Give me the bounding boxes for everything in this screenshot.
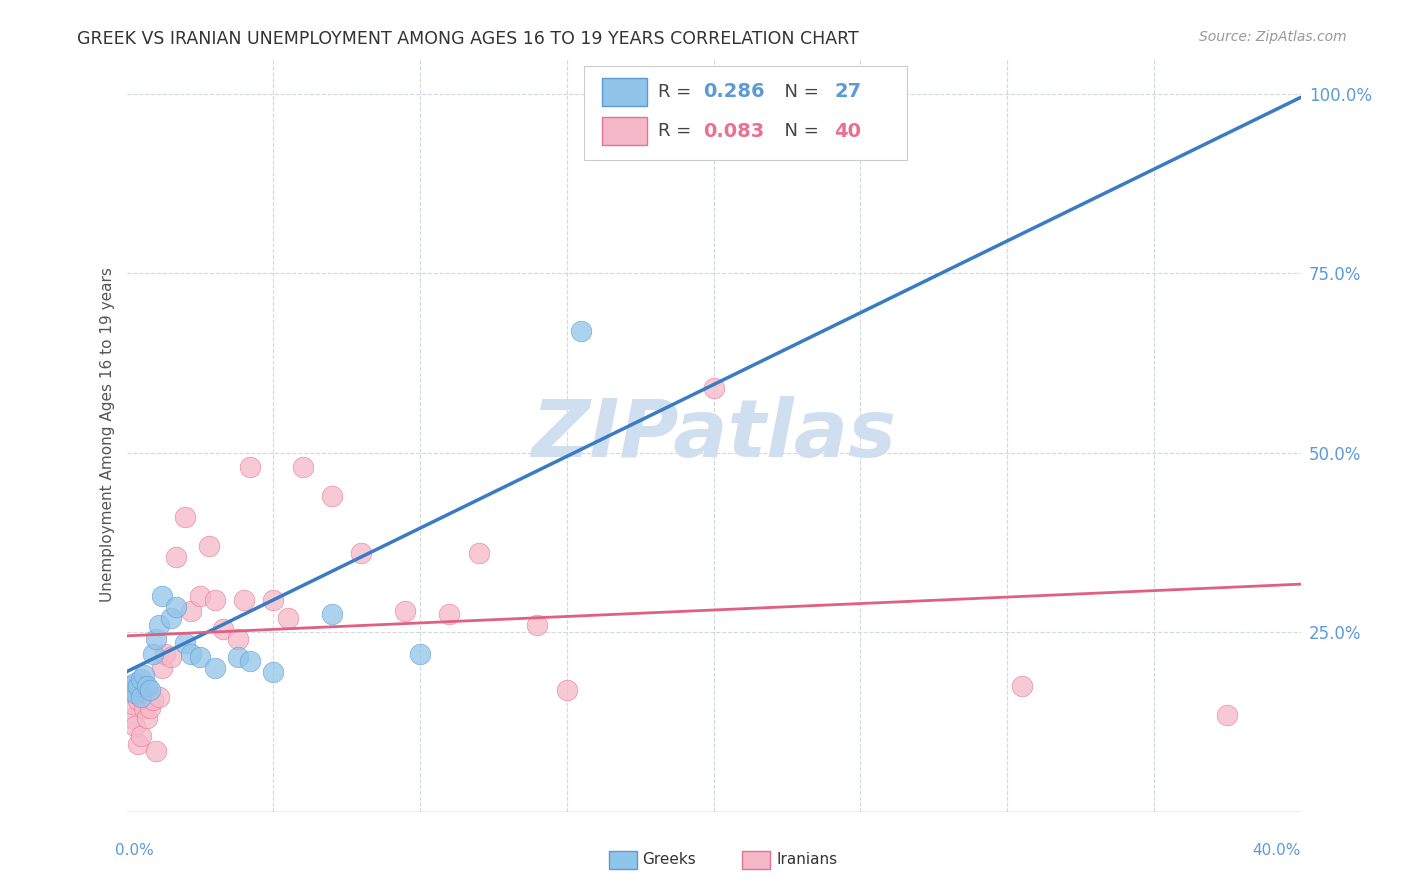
Point [394, 604, 416, 618]
Text: 0.286: 0.286 [703, 82, 765, 102]
Point [150, 661, 173, 675]
Point [150, 590, 173, 604]
FancyBboxPatch shape [602, 117, 647, 145]
Point [142, 647, 165, 661]
Point [174, 636, 197, 650]
Point [233, 593, 256, 607]
Point [321, 607, 343, 622]
Point [145, 632, 167, 647]
Point [127, 737, 149, 751]
Text: 27: 27 [835, 82, 862, 102]
Point [321, 489, 343, 503]
Point [159, 611, 181, 625]
Point [148, 618, 170, 632]
Point [165, 600, 187, 615]
Point [134, 668, 156, 682]
Point [555, 682, 578, 697]
Point [118, 686, 141, 700]
Point [239, 654, 262, 668]
Point [118, 679, 141, 693]
Point [226, 632, 249, 647]
Point [702, 94, 725, 108]
Point [139, 700, 162, 714]
Text: N =: N = [773, 83, 825, 101]
Point [226, 650, 249, 665]
Point [124, 675, 146, 690]
Y-axis label: Unemployment Among Ages 16 to 19 years: Unemployment Among Ages 16 to 19 years [100, 268, 115, 602]
Point [262, 593, 284, 607]
Text: R =: R = [658, 83, 697, 101]
Point [197, 539, 219, 553]
Point [180, 604, 202, 618]
Point [121, 697, 143, 711]
FancyBboxPatch shape [585, 65, 907, 160]
FancyBboxPatch shape [602, 78, 647, 106]
Text: 40: 40 [835, 121, 862, 141]
Point [439, 607, 461, 622]
Text: 0.0%: 0.0% [115, 843, 155, 857]
Point [204, 593, 226, 607]
Point [127, 679, 149, 693]
Point [212, 622, 235, 636]
Point [153, 647, 176, 661]
Point [262, 665, 284, 679]
Point [277, 611, 299, 625]
Point [159, 650, 181, 665]
Point [129, 690, 152, 704]
Point [702, 381, 725, 395]
Point [467, 546, 489, 560]
Text: Iranians: Iranians [776, 853, 837, 867]
Point [174, 510, 197, 524]
Point [180, 647, 202, 661]
Point [409, 647, 432, 661]
Point [188, 590, 211, 604]
Point [165, 549, 187, 564]
Point [571, 324, 593, 338]
Point [134, 700, 156, 714]
Text: Source: ZipAtlas.com: Source: ZipAtlas.com [1199, 30, 1347, 45]
Text: ▪: ▪ [612, 847, 628, 870]
Point [139, 682, 162, 697]
Point [148, 690, 170, 704]
Text: R =: R = [658, 122, 697, 140]
Point [136, 711, 159, 725]
Point [127, 693, 149, 707]
Point [124, 718, 146, 732]
Text: GREEK VS IRANIAN UNEMPLOYMENT AMONG AGES 16 TO 19 YEARS CORRELATION CHART: GREEK VS IRANIAN UNEMPLOYMENT AMONG AGES… [77, 30, 859, 48]
Point [136, 679, 159, 693]
Point [204, 661, 226, 675]
Point [239, 460, 262, 475]
Point [142, 693, 165, 707]
Point [350, 546, 373, 560]
Point [124, 686, 146, 700]
Point [1216, 707, 1239, 722]
Text: 40.0%: 40.0% [1253, 843, 1301, 857]
Point [134, 679, 156, 693]
Point [145, 744, 167, 758]
Point [121, 711, 143, 725]
Point [526, 618, 548, 632]
Text: ZIPatlas: ZIPatlas [531, 396, 896, 474]
Point [121, 682, 143, 697]
Text: 0.083: 0.083 [703, 121, 765, 141]
Point [129, 672, 152, 686]
Text: Greeks: Greeks [643, 853, 696, 867]
Point [291, 460, 314, 475]
Point [129, 730, 152, 744]
Point [1011, 679, 1033, 693]
Point [188, 650, 211, 665]
Text: N =: N = [773, 122, 825, 140]
